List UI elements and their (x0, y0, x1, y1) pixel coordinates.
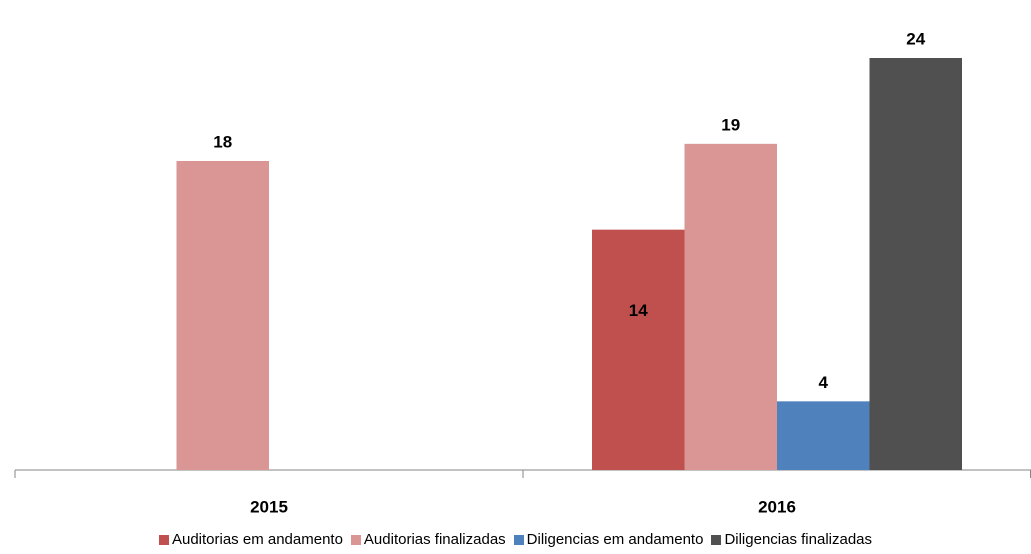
legend-label: Diligencias finalizadas (724, 531, 873, 548)
data-label: 14 (629, 301, 648, 320)
bar (592, 229, 685, 470)
bar (176, 161, 269, 470)
bar (777, 401, 870, 470)
legend-item: Diligencias em andamento (513, 531, 704, 548)
legend: Auditorias em andamento Auditorias finali… (0, 531, 1031, 548)
plot: 2015 18 2016 14 19 4 24 (14, 29, 1031, 516)
data-label: 24 (906, 29, 925, 48)
x-tick-label: 2016 (758, 497, 796, 516)
legend-swatch (513, 534, 524, 545)
legend-label: Auditorias finalizadas (363, 531, 506, 548)
bar (869, 58, 962, 470)
legend-item: Auditorias em andamento (158, 531, 343, 548)
legend-swatch (158, 534, 169, 545)
data-label: 19 (721, 115, 740, 134)
data-label: 4 (819, 373, 829, 392)
legend-label: Auditorias em andamento (171, 531, 343, 548)
legend-item: Auditorias finalizadas (350, 531, 506, 548)
legend-swatch (350, 534, 361, 545)
bar (684, 143, 777, 471)
legend-item: Diligencias finalizadas (711, 531, 872, 548)
legend-label: Diligencias em andamento (526, 531, 704, 548)
x-tick-label: 2015 (250, 497, 288, 516)
legend-swatch (711, 534, 722, 545)
data-label: 18 (213, 132, 232, 151)
